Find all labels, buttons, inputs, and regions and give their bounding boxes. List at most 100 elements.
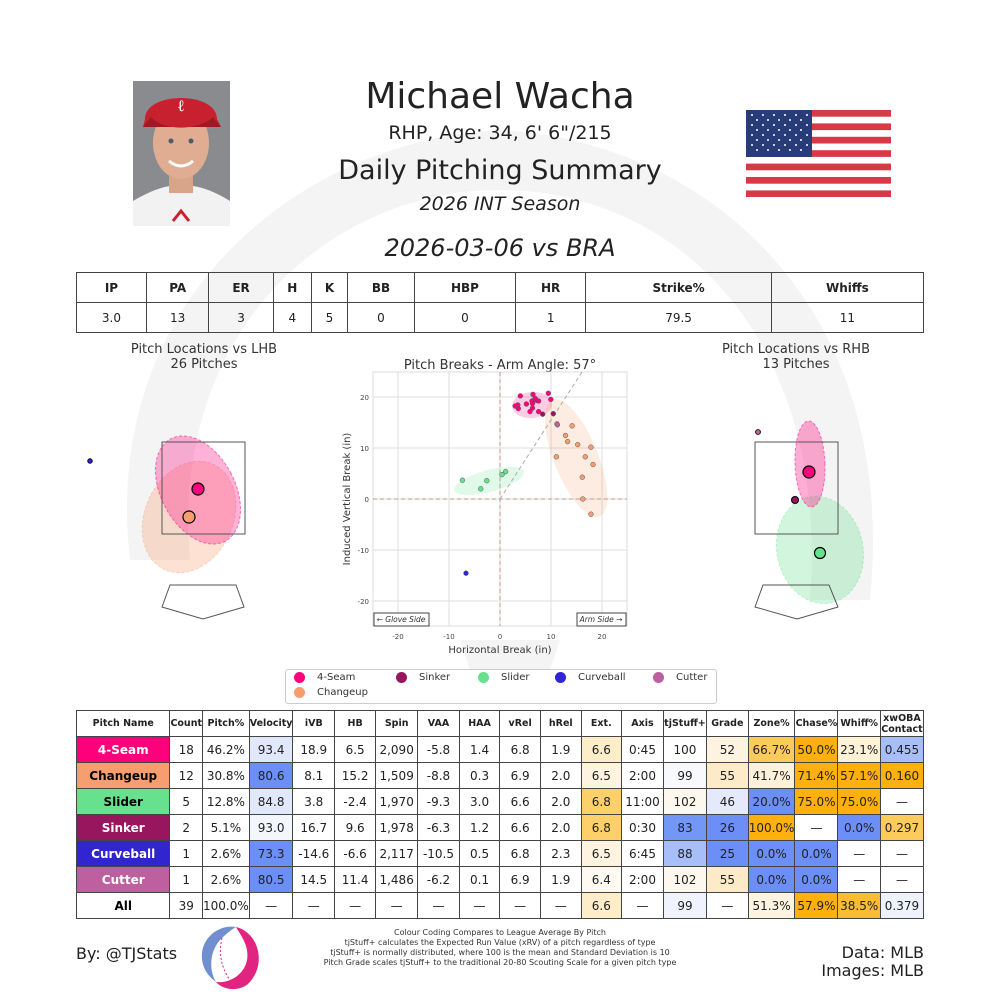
note-line: Colour Coding Compares to League Average… bbox=[394, 928, 606, 937]
pitch-metric-cell: 25 bbox=[705, 840, 749, 867]
legend-dot-icon bbox=[396, 672, 407, 683]
legend-item-changeup: Changeup bbox=[294, 687, 368, 698]
pitch-metric-cell: 6.8 bbox=[499, 736, 541, 763]
pitch-table-header: Zone% bbox=[747, 710, 796, 737]
pitch-metric-cell: 1,486 bbox=[375, 866, 419, 893]
pitch-metric-cell: 1.9 bbox=[539, 736, 582, 763]
summary-header: H bbox=[272, 272, 313, 303]
y-tick: -20 bbox=[358, 598, 369, 606]
pitch-table-row: 4-Seam 18 46.2% 93.4 18.9 6.5 2,090 -5.8 1.4 6.8 1… bbox=[75, 736, 925, 763]
pitch-metric-cell: 11:00 bbox=[620, 788, 665, 815]
break-point-changeup bbox=[562, 432, 569, 439]
source-credits: Data: MLB Images: MLB bbox=[821, 944, 924, 980]
break-point-changeup bbox=[580, 496, 586, 502]
pitch-metric-cell: 14.5 bbox=[292, 866, 336, 893]
break-point-slider bbox=[502, 468, 509, 475]
pitch-metric-cell: 6.5 bbox=[580, 840, 622, 867]
pitch-name-cell: Curveball bbox=[75, 840, 171, 867]
pitch-metric-cell: 0.5 bbox=[458, 840, 501, 867]
pitch-table-header: Pitch Name bbox=[75, 710, 171, 737]
break-point-changeup bbox=[588, 444, 594, 450]
pitch-metric-cell: 0.3 bbox=[458, 762, 501, 789]
pitch-metric-cell: 30.8% bbox=[202, 762, 250, 789]
pitch-table-header: Spin bbox=[375, 710, 419, 737]
game-label: 2026-03-06 vs BRA bbox=[384, 234, 616, 262]
pitch-metric-cell: — bbox=[458, 892, 501, 919]
summary-header: HR bbox=[514, 272, 587, 303]
pitch-metric-cell: — bbox=[417, 892, 460, 919]
break-point-changeup bbox=[564, 438, 571, 445]
break-point-4-seam bbox=[535, 398, 542, 404]
pitch-metric-cell: 100.0% bbox=[747, 814, 796, 841]
break-point-slider bbox=[484, 478, 490, 484]
pitch-table-header: vRel bbox=[499, 710, 541, 737]
pitch-metric-cell: 39 bbox=[169, 892, 204, 919]
break-point-4-seam bbox=[527, 408, 533, 415]
author-byline: By: @TJStats bbox=[76, 944, 178, 963]
break-point-sinker bbox=[550, 411, 556, 417]
pitch-table-header-row: Pitch Name Count Pitch% Velocity iVB HB Spin VA… bbox=[75, 710, 925, 737]
break-point-cutter bbox=[554, 422, 561, 428]
pitch-metric-cell: 46.2% bbox=[202, 736, 250, 763]
pitch-metric-cell: -9.3 bbox=[417, 788, 460, 815]
summary-value: 13 bbox=[145, 302, 210, 333]
pitch-metric-cell: — bbox=[334, 892, 377, 919]
pitch-metric-cell: 66.7% bbox=[747, 736, 796, 763]
pitch-metric-cell: 84.8 bbox=[248, 788, 294, 815]
pitch-metric-cell: 2.0 bbox=[539, 762, 582, 789]
summary-header: ER bbox=[208, 272, 274, 303]
rhb-location-plot bbox=[754, 420, 865, 620]
legend-label: 4-Seam bbox=[317, 672, 356, 683]
pitch-metric-cell: 50.0% bbox=[794, 736, 839, 763]
pitch-metric-cell: 15.2 bbox=[334, 762, 377, 789]
pitch-metric-cell: 3.8 bbox=[292, 788, 336, 815]
pitch-metric-cell: 18 bbox=[169, 736, 204, 763]
pitch-metric-cell: -10.5 bbox=[417, 840, 460, 867]
pitch-metric-cell: 57.1% bbox=[837, 762, 881, 789]
pitch-metric-cell: 6.9 bbox=[499, 866, 541, 893]
pitch-metric-cell: -8.8 bbox=[417, 762, 460, 789]
y-tick: -10 bbox=[358, 547, 369, 555]
legend-dot-icon bbox=[294, 672, 305, 683]
pitch-metric-cell: 2:00 bbox=[620, 762, 665, 789]
pitch-table-header: Axis bbox=[620, 710, 665, 737]
pitch-metric-cell: 102 bbox=[663, 788, 707, 815]
legend-item-4-seam: 4-Seam bbox=[294, 672, 355, 683]
pitch-metric-cell: 2.0 bbox=[539, 814, 582, 841]
pitch-name-cell: Cutter bbox=[75, 866, 171, 893]
pitch-metric-cell: 93.4 bbox=[248, 736, 294, 763]
break-point-changeup bbox=[553, 454, 560, 460]
pitch-metric-cell: 46 bbox=[705, 788, 749, 815]
pitch-table-header: Pitch% bbox=[202, 710, 250, 737]
note-line: tjStuff+ is normally distributed, where … bbox=[330, 948, 670, 957]
pitch-metric-cell: 102 bbox=[663, 866, 707, 893]
pitch-metrics-table: Pitch Name Count Pitch% Velocity iVB HB Spin VA… bbox=[75, 710, 925, 919]
legend-label: Curveball bbox=[578, 672, 626, 683]
note-line: tjStuff+ calculates the Expected Run Val… bbox=[344, 938, 656, 947]
summary-header: Strike% bbox=[585, 272, 772, 303]
rhb-plot-title-text: Pitch Locations vs RHB bbox=[722, 342, 870, 357]
pitch-table-header: Velocity bbox=[248, 710, 294, 737]
y-tick: 0 bbox=[365, 496, 369, 504]
pitch-metric-cell: -6.6 bbox=[334, 840, 377, 867]
legend-label: Sinker bbox=[419, 672, 451, 683]
y-tick: 20 bbox=[360, 394, 369, 402]
pitch-metric-cell: — bbox=[248, 892, 294, 919]
pitch-metric-cell: — bbox=[879, 866, 925, 893]
pitch-table-row: Slider 5 12.8% 84.8 3.8 -2.4 1,970 -9.3 3.0 6.6 2.… bbox=[75, 788, 925, 815]
pitch-metric-cell: 9.6 bbox=[334, 814, 377, 841]
pitch-metric-cell: — bbox=[539, 892, 582, 919]
pitch-metric-cell: 5.1% bbox=[202, 814, 250, 841]
summary-value: 3.0 bbox=[76, 302, 147, 333]
pitch-table-header: Whiff% bbox=[837, 710, 881, 737]
pitch-table-header: iVB bbox=[292, 710, 336, 737]
pitch-table-header: hRel bbox=[539, 710, 582, 737]
pitch-metric-cell: 0.297 bbox=[879, 814, 925, 841]
pitch-metric-cell: 1,970 bbox=[375, 788, 419, 815]
pitch-metric-cell: 83 bbox=[663, 814, 707, 841]
legend-item-sinker: Sinker bbox=[396, 672, 450, 683]
pitch-metric-cell: 1 bbox=[169, 866, 204, 893]
summary-value: 0 bbox=[414, 302, 516, 333]
united-states-flag-icon bbox=[746, 110, 891, 198]
arm-side-label: Arm Side → bbox=[579, 615, 623, 624]
